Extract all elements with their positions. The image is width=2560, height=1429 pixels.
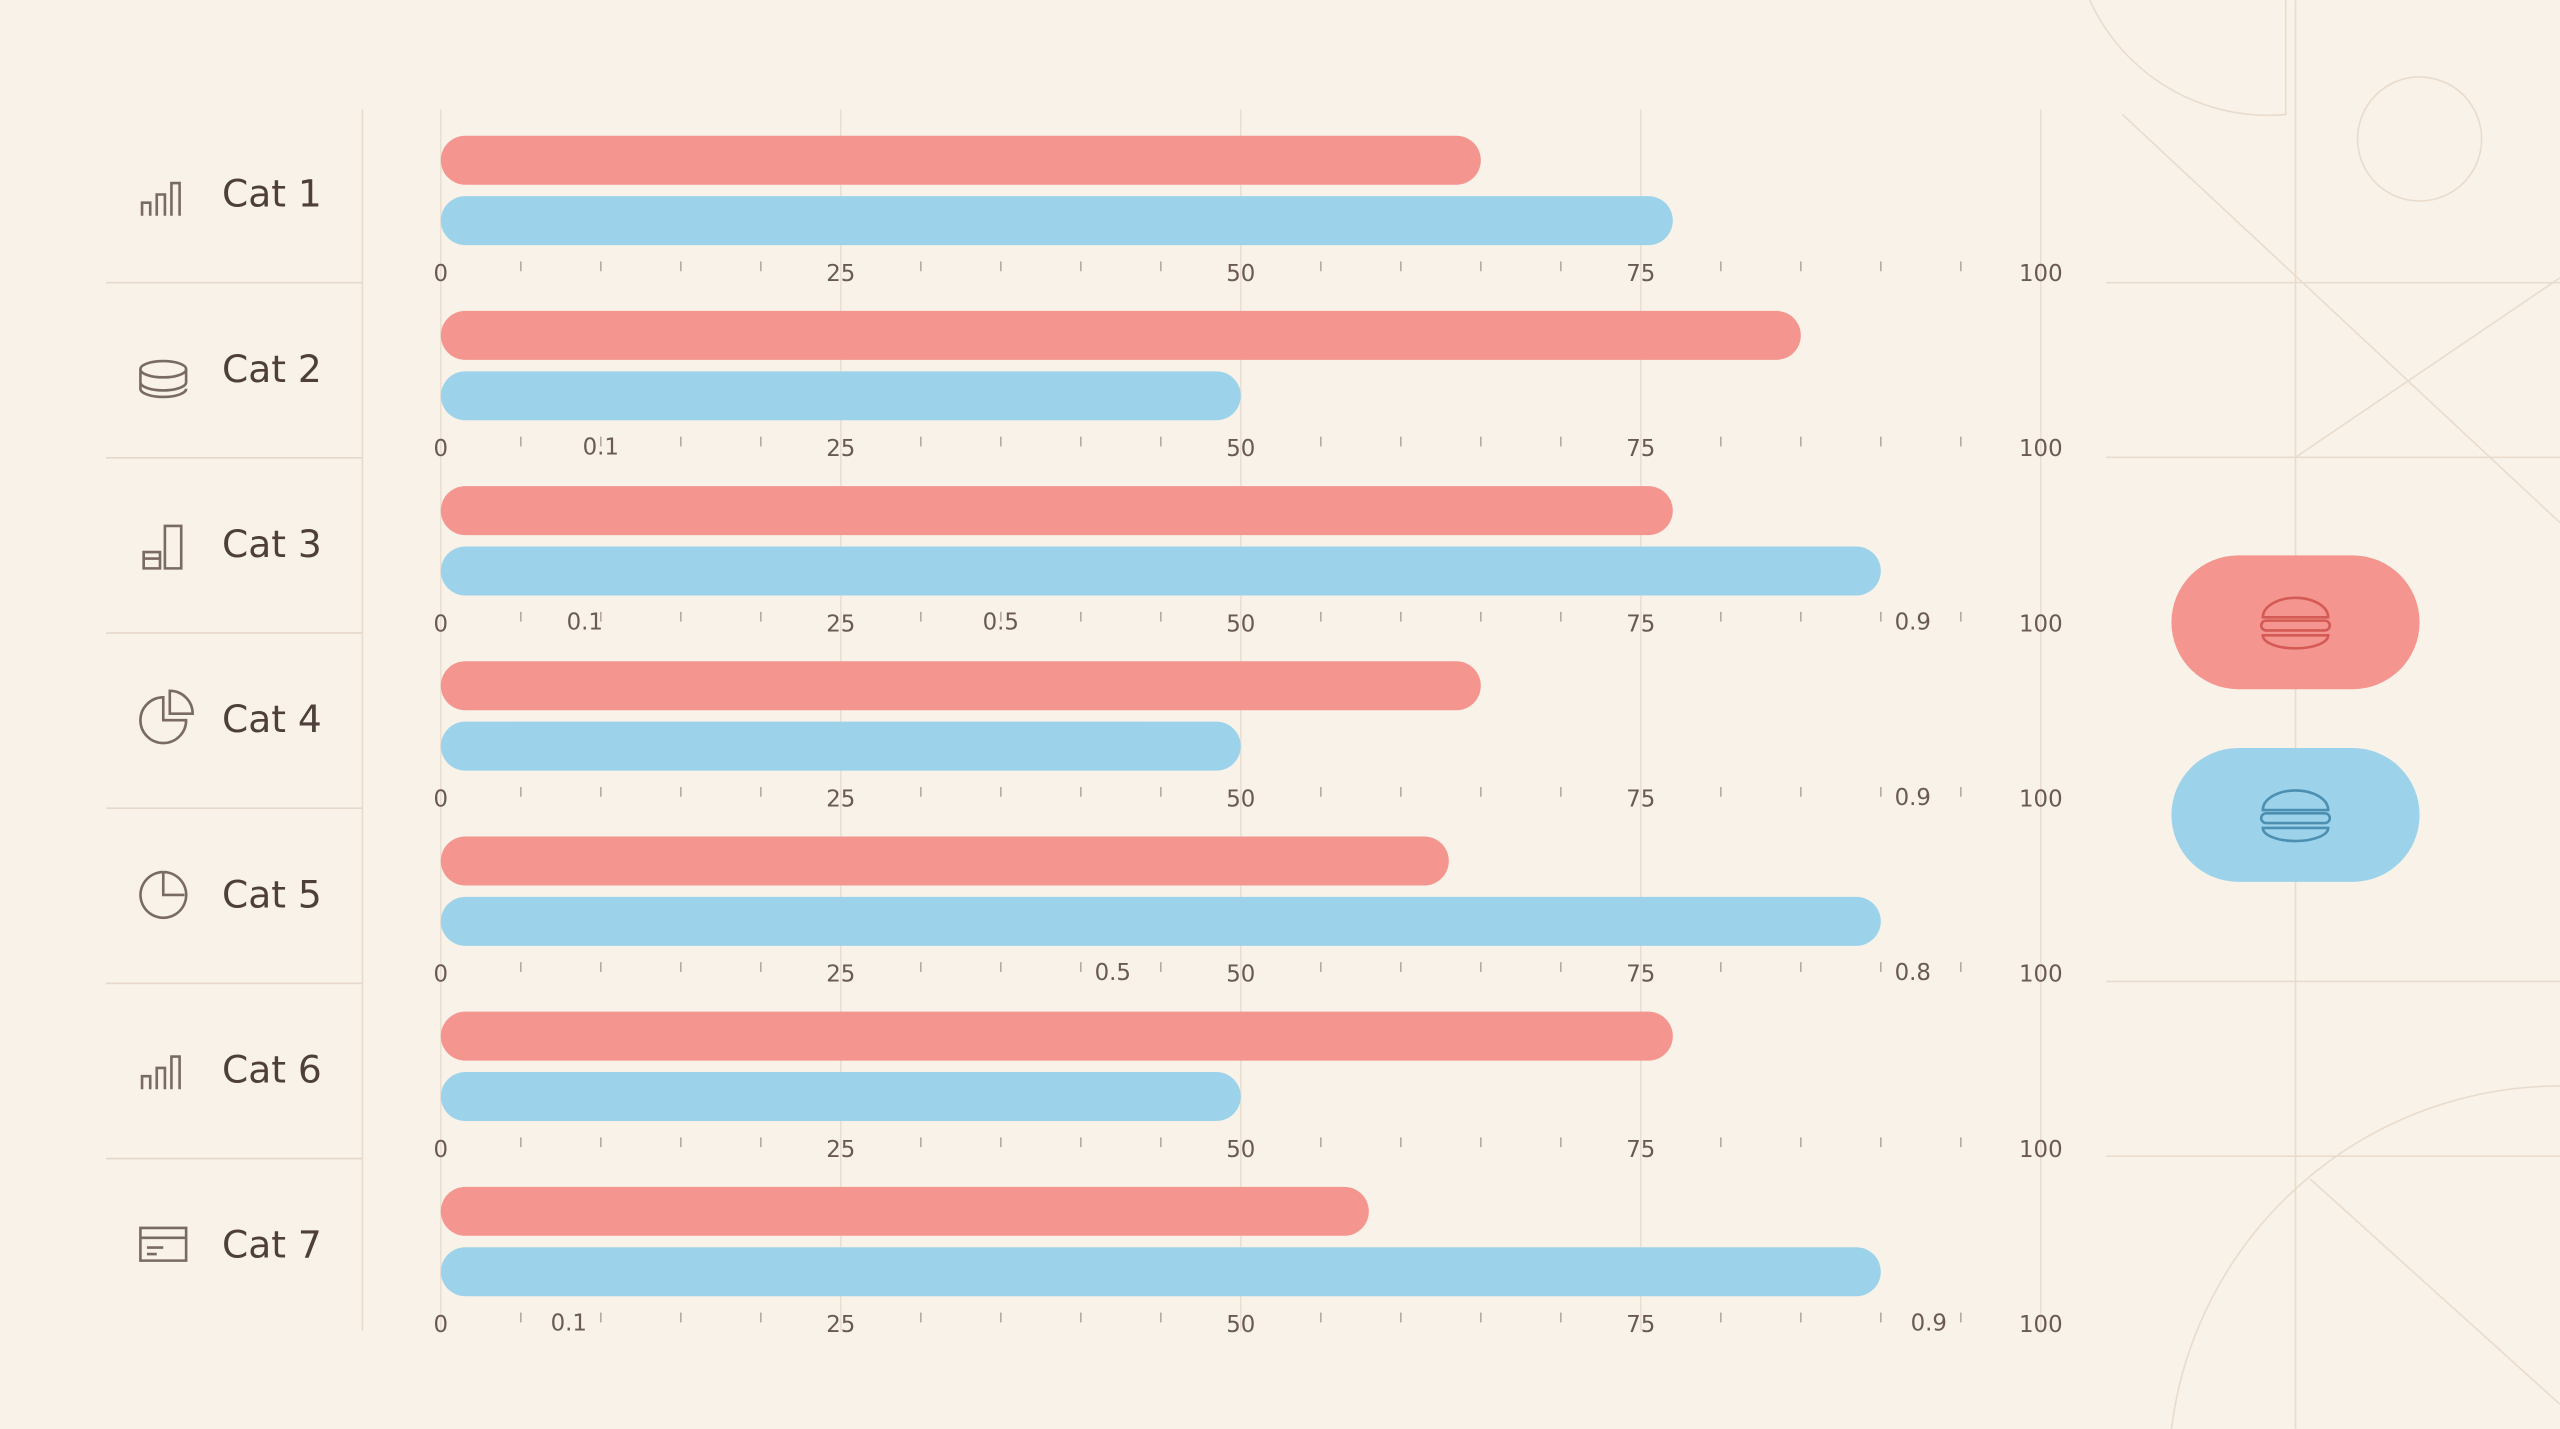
category-icon [139, 870, 188, 919]
category-icon [140, 1055, 181, 1090]
x-tick-label: 50 [1226, 1137, 1255, 1163]
bar [440, 196, 1673, 246]
category-label: Cat 7 [222, 1223, 322, 1267]
x-tick-label: 75 [1626, 611, 1655, 637]
x-tick-label: 100 [2019, 1312, 2063, 1338]
row-tick-label: 0.9 [1895, 785, 1931, 811]
x-tick-label: 100 [2019, 787, 2063, 813]
legend-button-blue[interactable] [2171, 747, 2420, 882]
x-tick-label: 100 [2019, 1137, 2063, 1163]
bar [440, 486, 1673, 536]
plot: Cat 1 0 25 50 75 100 Cat 2 0 25 50 75 100 0.1 Cat 3 0 2… [106, 109, 2063, 1338]
x-tick-label: 50 [1226, 1312, 1255, 1338]
x-tick-label: 100 [2019, 436, 2063, 462]
x-tick-label: 25 [826, 962, 855, 988]
category-label: Cat 6 [222, 1048, 322, 1092]
category-icon [139, 689, 194, 745]
x-tick-label: 0 [434, 436, 449, 462]
bar [440, 721, 1241, 771]
x-tick-label: 0 [434, 962, 449, 988]
x-tick-label: 50 [1226, 962, 1255, 988]
x-tick-label: 0 [434, 611, 449, 637]
x-tick-label: 0 [434, 1312, 449, 1338]
bar [440, 896, 1881, 946]
bar [440, 1011, 1673, 1061]
bar [440, 135, 1481, 185]
x-tick-label: 75 [1626, 436, 1655, 462]
x-tick-label: 75 [1626, 962, 1655, 988]
x-tick-label: 25 [826, 611, 855, 637]
legend-icon [2259, 789, 2332, 843]
row-tick-label: 0.9 [1895, 610, 1931, 636]
category-icon [139, 1226, 188, 1262]
x-tick-label: 25 [826, 787, 855, 813]
x-tick-label: 50 [1226, 436, 1255, 462]
category-label: Cat 4 [222, 697, 322, 741]
category-icon [140, 181, 181, 216]
category-label: Cat 3 [222, 522, 322, 566]
bar [440, 1186, 1369, 1236]
x-tick-label: 0 [434, 261, 449, 287]
bar [440, 1247, 1881, 1297]
bar [440, 546, 1881, 596]
x-tick-label: 75 [1626, 787, 1655, 813]
x-tick-label: 75 [1626, 1137, 1655, 1163]
row-tick-label: 0.1 [583, 435, 619, 461]
row-tick-label: 0.1 [567, 610, 603, 636]
x-tick-label: 100 [2019, 611, 2063, 637]
row-tick-label: 0.1 [551, 1310, 587, 1336]
category-label: Cat 5 [222, 872, 322, 916]
x-tick-label: 50 [1226, 611, 1255, 637]
x-tick-label: 100 [2019, 962, 2063, 988]
x-tick-label: 50 [1226, 261, 1255, 287]
row-tick-label: 0.5 [1095, 960, 1131, 986]
x-tick-label: 25 [826, 436, 855, 462]
category-icon [139, 359, 188, 399]
category-label: Cat 2 [222, 347, 322, 391]
legend-button-red[interactable] [2171, 555, 2420, 690]
category-icon [142, 524, 183, 570]
x-tick-label: 25 [826, 1312, 855, 1338]
x-tick-label: 0 [434, 1137, 449, 1163]
x-tick-label: 50 [1226, 787, 1255, 813]
x-tick-label: 25 [826, 261, 855, 287]
legend [2171, 555, 2420, 882]
bar [440, 836, 1449, 886]
x-tick-label: 100 [2019, 261, 2063, 287]
row-tick-label: 0.9 [1911, 1310, 1947, 1336]
legend-icon [2259, 596, 2332, 650]
x-tick-label: 0 [434, 787, 449, 813]
bar [440, 310, 1801, 360]
x-tick-label: 75 [1626, 261, 1655, 287]
bar [440, 371, 1241, 421]
row-tick-label: 0.8 [1895, 960, 1931, 986]
category-label: Cat 1 [222, 172, 322, 216]
decoration [361, 0, 2560, 1429]
bar [440, 661, 1481, 711]
x-tick-label: 25 [826, 1137, 855, 1163]
x-tick-label: 75 [1626, 1312, 1655, 1338]
row-tick-label: 0.5 [983, 610, 1019, 636]
bar [440, 1072, 1241, 1122]
